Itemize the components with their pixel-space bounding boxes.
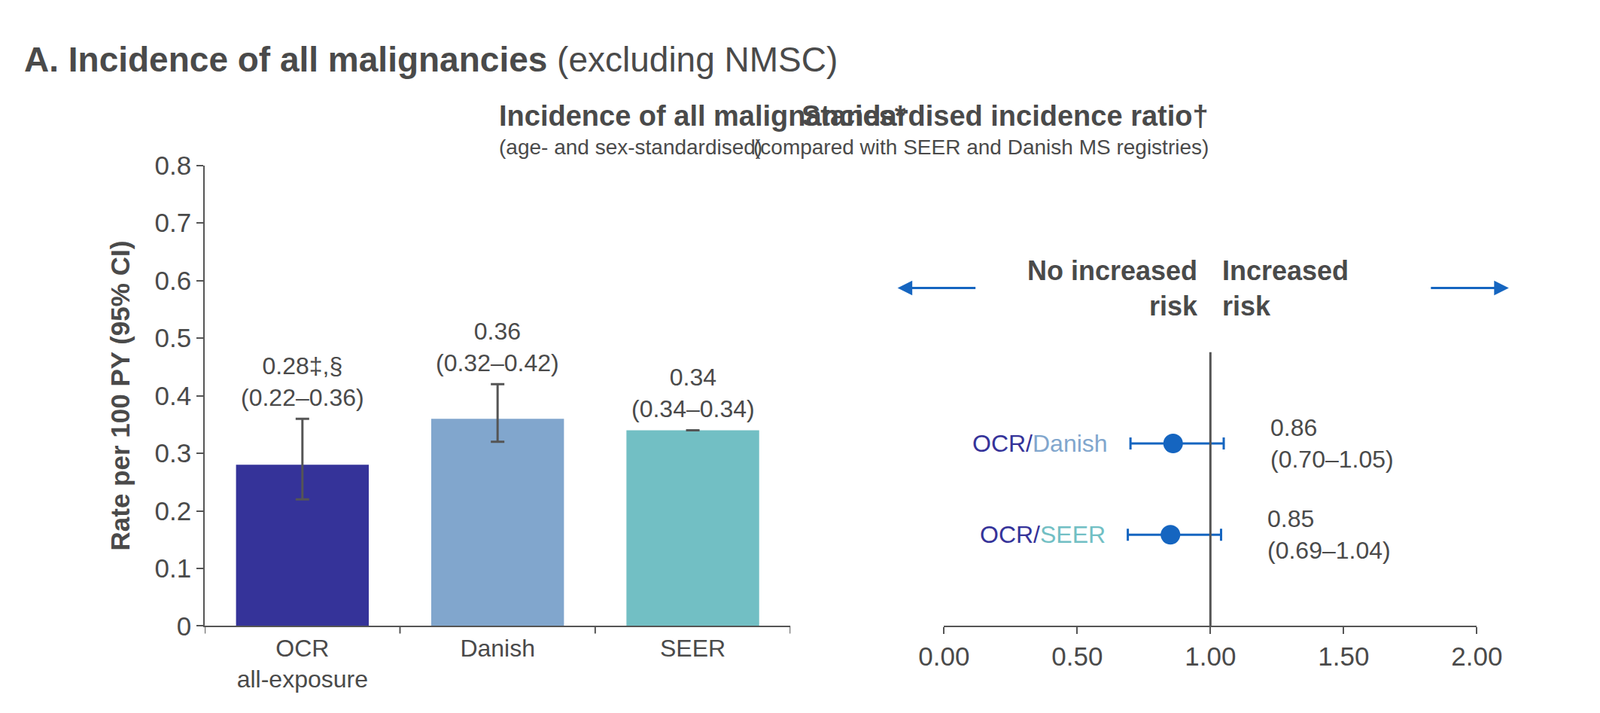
- svg-text:0.5: 0.5: [154, 322, 192, 353]
- svg-text:0.8: 0.8: [154, 150, 192, 180]
- svg-text:Danish: Danish: [459, 634, 536, 662]
- svg-text:0.36(0.32–0.42): 0.36(0.32–0.42): [435, 317, 560, 377]
- svg-text:2.00: 2.00: [1450, 641, 1503, 671]
- svg-text:0.85(0.69–1.04): 0.85(0.69–1.04): [1267, 504, 1391, 564]
- svg-text:1.50: 1.50: [1317, 641, 1369, 671]
- svg-text:OCRall-exposure: OCRall-exposure: [237, 634, 369, 694]
- svg-text:0.86(0.70–1.05): 0.86(0.70–1.05): [1270, 413, 1394, 473]
- svg-text:No increasedrisk: No increasedrisk: [1027, 255, 1199, 322]
- svg-text:Rate per 100 PY (95% CI): Rate per 100 PY (95% CI): [105, 240, 135, 551]
- svg-text:(age- and sex-standardised): (age- and sex-standardised): [498, 135, 763, 159]
- svg-text:OCR/Danish: OCR/Danish: [972, 429, 1108, 457]
- svg-text:0: 0: [176, 611, 192, 641]
- svg-text:Standardised incidence ratio†: Standardised incidence ratio†: [801, 100, 1209, 132]
- svg-text:0.4: 0.4: [154, 380, 192, 411]
- svg-text:0.6: 0.6: [154, 265, 192, 296]
- svg-text:0.50: 0.50: [1051, 641, 1103, 671]
- svg-text:SEER: SEER: [660, 634, 726, 662]
- svg-text:0.3: 0.3: [154, 438, 192, 468]
- svg-text:0.28‡,§(0.22–0.36): 0.28‡,§(0.22–0.36): [240, 352, 365, 411]
- svg-text:0.00: 0.00: [918, 641, 970, 671]
- svg-text:OCR/SEER: OCR/SEER: [979, 520, 1106, 548]
- svg-text:0.34(0.34–0.34): 0.34(0.34–0.34): [631, 363, 755, 423]
- svg-text:0.1: 0.1: [154, 553, 192, 583]
- svg-text:(compared with SEER and Danish: (compared with SEER and Danish MS regist…: [753, 135, 1209, 159]
- svg-text:Incidence of all malignancies*: Incidence of all malignancies*: [498, 100, 907, 132]
- svg-text:A. Incidence of all malignanci: A. Incidence of all malignancies (exclud…: [24, 39, 838, 80]
- svg-text:Increasedrisk: Increasedrisk: [1222, 255, 1349, 322]
- svg-text:1.00: 1.00: [1184, 641, 1236, 671]
- svg-text:0.7: 0.7: [154, 207, 192, 238]
- svg-text:0.2: 0.2: [154, 495, 192, 526]
